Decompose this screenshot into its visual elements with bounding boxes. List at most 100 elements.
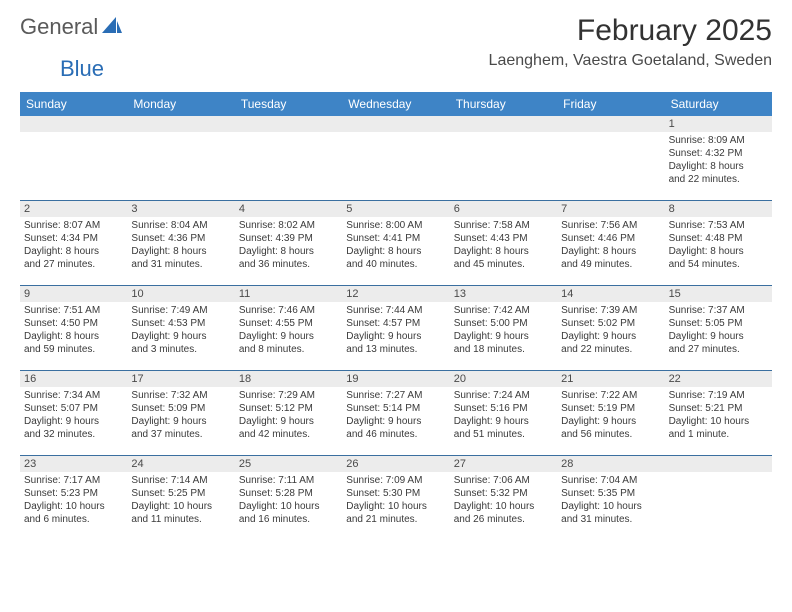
day-line-d1: Daylight: 9 hours <box>24 415 123 428</box>
day-cell <box>557 116 664 200</box>
day-cell: 21Sunrise: 7:22 AMSunset: 5:19 PMDayligh… <box>557 371 664 455</box>
day-line-d2: and 8 minutes. <box>239 343 338 356</box>
day-number <box>665 456 772 472</box>
day-line-d1: Daylight: 8 hours <box>346 245 445 258</box>
day-line-d1: Daylight: 8 hours <box>669 160 768 173</box>
day-line-d2: and 13 minutes. <box>346 343 445 356</box>
day-line-ss: Sunset: 5:07 PM <box>24 402 123 415</box>
day-line-d1: Daylight: 9 hours <box>131 415 230 428</box>
day-number: 26 <box>342 456 449 472</box>
day-line-sr: Sunrise: 7:14 AM <box>131 474 230 487</box>
day-detail <box>127 132 234 138</box>
day-line-sr: Sunrise: 7:58 AM <box>454 219 553 232</box>
day-line-ss: Sunset: 5:28 PM <box>239 487 338 500</box>
day-line-sr: Sunrise: 8:02 AM <box>239 219 338 232</box>
day-line-ss: Sunset: 4:46 PM <box>561 232 660 245</box>
day-detail: Sunrise: 7:09 AMSunset: 5:30 PMDaylight:… <box>342 472 449 530</box>
day-line-ss: Sunset: 5:16 PM <box>454 402 553 415</box>
day-number: 28 <box>557 456 664 472</box>
day-detail: Sunrise: 7:29 AMSunset: 5:12 PMDaylight:… <box>235 387 342 445</box>
location-text: Laenghem, Vaestra Goetaland, Sweden <box>489 52 772 70</box>
day-line-ss: Sunset: 5:35 PM <box>561 487 660 500</box>
day-line-sr: Sunrise: 7:39 AM <box>561 304 660 317</box>
day-cell: 18Sunrise: 7:29 AMSunset: 5:12 PMDayligh… <box>235 371 342 455</box>
day-detail: Sunrise: 7:32 AMSunset: 5:09 PMDaylight:… <box>127 387 234 445</box>
day-cell: 1 Sunrise: 8:09 AMSunset: 4:32 PMDaylight… <box>665 116 772 200</box>
day-line-d2: and 54 minutes. <box>669 258 768 271</box>
week-row: 16Sunrise: 7:34 AMSunset: 5:07 PMDayligh… <box>20 370 772 455</box>
day-line-d2: and 1 minute. <box>669 428 768 441</box>
day-line-ss: Sunset: 4:53 PM <box>131 317 230 330</box>
day-detail: Sunrise: 7:17 AMSunset: 5:23 PMDaylight:… <box>20 472 127 530</box>
week-row: 23Sunrise: 7:17 AMSunset: 5:23 PMDayligh… <box>20 455 772 540</box>
day-line-sr: Sunrise: 7:11 AM <box>239 474 338 487</box>
day-cell: 28Sunrise: 7:04 AMSunset: 5:35 PMDayligh… <box>557 456 664 540</box>
weekday-header: Thursday <box>450 92 557 116</box>
day-line-sr: Sunrise: 7:34 AM <box>24 389 123 402</box>
day-line-ss: Sunset: 4:39 PM <box>239 232 338 245</box>
day-detail: Sunrise: 7:24 AMSunset: 5:16 PMDaylight:… <box>450 387 557 445</box>
day-line-d1: Daylight: 10 hours <box>239 500 338 513</box>
day-cell <box>342 116 449 200</box>
day-line-ss: Sunset: 5:23 PM <box>24 487 123 500</box>
day-line-sr: Sunrise: 8:09 AM <box>669 134 768 147</box>
day-line-d2: and 37 minutes. <box>131 428 230 441</box>
day-line-d1: Daylight: 9 hours <box>346 415 445 428</box>
day-cell: 17Sunrise: 7:32 AMSunset: 5:09 PMDayligh… <box>127 371 234 455</box>
day-line-d2: and 36 minutes. <box>239 258 338 271</box>
day-detail: Sunrise: 8:00 AMSunset: 4:41 PMDaylight:… <box>342 217 449 275</box>
day-cell <box>450 116 557 200</box>
day-number <box>450 116 557 132</box>
day-detail: Sunrise: 7:04 AMSunset: 5:35 PMDaylight:… <box>557 472 664 530</box>
day-line-d1: Daylight: 8 hours <box>669 245 768 258</box>
calendar: Sunday Monday Tuesday Wednesday Thursday… <box>20 92 772 540</box>
day-detail: Sunrise: 7:19 AMSunset: 5:21 PMDaylight:… <box>665 387 772 445</box>
day-detail <box>20 132 127 138</box>
day-line-d2: and 27 minutes. <box>669 343 768 356</box>
day-line-sr: Sunrise: 7:32 AM <box>131 389 230 402</box>
day-number: 19 <box>342 371 449 387</box>
day-detail: Sunrise: 7:42 AMSunset: 5:00 PMDaylight:… <box>450 302 557 360</box>
day-line-ss: Sunset: 5:12 PM <box>239 402 338 415</box>
day-detail <box>557 132 664 138</box>
day-cell: 15Sunrise: 7:37 AMSunset: 5:05 PMDayligh… <box>665 286 772 370</box>
day-number: 1 <box>665 116 772 132</box>
day-detail: Sunrise: 7:49 AMSunset: 4:53 PMDaylight:… <box>127 302 234 360</box>
day-cell <box>20 116 127 200</box>
day-line-d2: and 6 minutes. <box>24 513 123 526</box>
day-detail: Sunrise: 7:51 AMSunset: 4:50 PMDaylight:… <box>20 302 127 360</box>
day-cell: 27Sunrise: 7:06 AMSunset: 5:32 PMDayligh… <box>450 456 557 540</box>
day-cell: 6Sunrise: 7:58 AMSunset: 4:43 PMDaylight… <box>450 201 557 285</box>
day-line-ss: Sunset: 4:32 PM <box>669 147 768 160</box>
day-line-sr: Sunrise: 7:53 AM <box>669 219 768 232</box>
day-cell: 7Sunrise: 7:56 AMSunset: 4:46 PMDaylight… <box>557 201 664 285</box>
day-line-ss: Sunset: 4:48 PM <box>669 232 768 245</box>
day-line-d1: Daylight: 8 hours <box>454 245 553 258</box>
day-cell: 16Sunrise: 7:34 AMSunset: 5:07 PMDayligh… <box>20 371 127 455</box>
day-line-d2: and 46 minutes. <box>346 428 445 441</box>
day-line-ss: Sunset: 4:41 PM <box>346 232 445 245</box>
logo-text-blue: Blue <box>60 56 104 81</box>
day-line-ss: Sunset: 4:57 PM <box>346 317 445 330</box>
day-detail: Sunrise: 8:07 AMSunset: 4:34 PMDaylight:… <box>20 217 127 275</box>
day-line-d1: Daylight: 8 hours <box>561 245 660 258</box>
day-line-d1: Daylight: 8 hours <box>239 245 338 258</box>
day-line-ss: Sunset: 5:09 PM <box>131 402 230 415</box>
day-line-d1: Daylight: 9 hours <box>239 415 338 428</box>
day-number: 18 <box>235 371 342 387</box>
day-line-d2: and 56 minutes. <box>561 428 660 441</box>
day-number: 4 <box>235 201 342 217</box>
day-number: 3 <box>127 201 234 217</box>
day-line-d2: and 31 minutes. <box>131 258 230 271</box>
day-cell: 11Sunrise: 7:46 AMSunset: 4:55 PMDayligh… <box>235 286 342 370</box>
day-detail <box>342 132 449 138</box>
day-line-ss: Sunset: 5:19 PM <box>561 402 660 415</box>
day-cell: 12Sunrise: 7:44 AMSunset: 4:57 PMDayligh… <box>342 286 449 370</box>
day-detail <box>450 132 557 138</box>
day-detail: Sunrise: 8:04 AMSunset: 4:36 PMDaylight:… <box>127 217 234 275</box>
day-line-d1: Daylight: 10 hours <box>24 500 123 513</box>
day-number: 8 <box>665 201 772 217</box>
day-line-d2: and 26 minutes. <box>454 513 553 526</box>
day-number <box>342 116 449 132</box>
day-detail: Sunrise: 7:14 AMSunset: 5:25 PMDaylight:… <box>127 472 234 530</box>
